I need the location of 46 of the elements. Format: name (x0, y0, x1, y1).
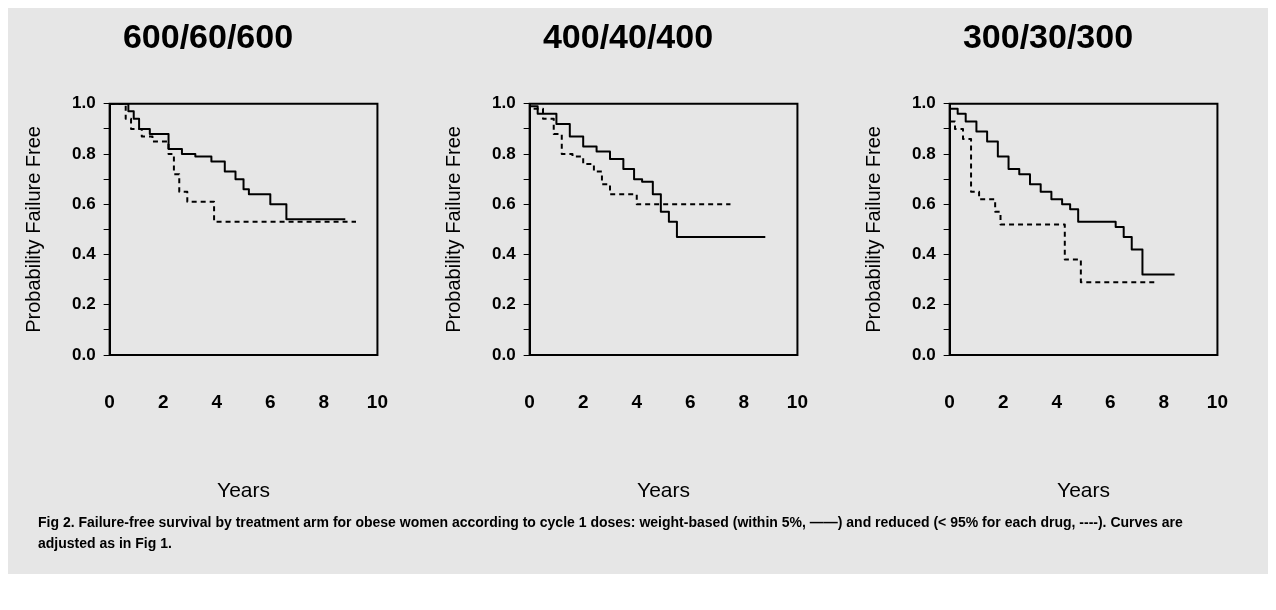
x-tick-label: 8 (1158, 390, 1170, 412)
chart-title: 300/30/300 (962, 16, 1134, 55)
caption: Fig 2. Failure-free survival by treatment arm for obese women according to cycle 1 doses: weight-based (within 5%, ——) and reduced (< 95% for each drug, ----). Curves are adjusted as in Fig 1. (37, 513, 1184, 553)
x-tick-label: 6 (1105, 390, 1116, 412)
y-tick-label: 0.8 (491, 143, 516, 163)
y-tick-label: 0.0 (911, 344, 936, 364)
x-tick-label: 4 (211, 390, 223, 412)
x-tick-label: 10 (786, 390, 808, 412)
x-tick-label: 0 (104, 390, 115, 412)
y-tick-label: 0.8 (911, 143, 936, 163)
y-axis-title: Probability Failure Free (861, 126, 884, 333)
x-axis-title: Years (1057, 478, 1110, 502)
x-axis-title: Years (637, 478, 690, 502)
y-tick-label: 0.6 (491, 193, 516, 213)
x-tick-label: 10 (1206, 390, 1228, 412)
x-tick-label: 6 (265, 390, 276, 412)
x-tick-label: 6 (685, 390, 696, 412)
y-tick-label: 0.4 (911, 244, 937, 264)
x-tick-label: 2 (577, 390, 589, 412)
y-tick-label: 0.2 (491, 294, 516, 314)
y-tick-label: 1.0 (71, 93, 96, 113)
y-tick-label: 0.8 (71, 143, 96, 163)
x-tick-label: 10 (366, 390, 388, 412)
x-tick-label: 8 (738, 390, 750, 412)
y-tick-label: 0.4 (71, 244, 97, 264)
x-tick-label: 8 (318, 390, 330, 412)
y-tick-label: 1.0 (491, 93, 516, 113)
x-tick-label: 4 (631, 390, 643, 412)
chart-title: 400/40/400 (542, 16, 714, 55)
y-axis-title: Probability Failure Free (21, 126, 44, 333)
x-tick-label: 2 (157, 390, 169, 412)
x-axis-title: Years (217, 478, 270, 502)
y-tick-label: 0.6 (71, 193, 96, 213)
y-tick-label: 0.0 (491, 344, 516, 364)
y-tick-label: 0.2 (71, 294, 96, 314)
x-tick-label: 2 (997, 390, 1009, 412)
y-tick-label: 1.0 (911, 93, 936, 113)
y-axis-title: Probability Failure Free (441, 126, 464, 333)
x-tick-label: 4 (1051, 390, 1063, 412)
y-tick-label: 0.4 (491, 244, 517, 264)
chart-title: 600/60/600 (122, 16, 294, 55)
x-tick-label: 0 (524, 390, 535, 412)
x-tick-label: 0 (944, 390, 955, 412)
y-tick-label: 0.2 (911, 294, 936, 314)
y-tick-label: 0.6 (911, 193, 936, 213)
y-tick-label: 0.0 (71, 344, 96, 364)
